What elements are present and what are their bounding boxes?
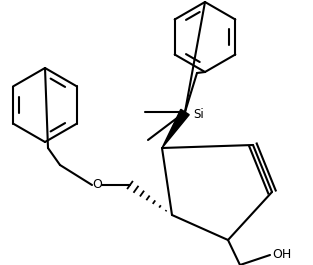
Polygon shape: [162, 109, 189, 148]
Text: OH: OH: [272, 249, 291, 262]
Text: Si: Si: [193, 108, 204, 121]
Text: O: O: [92, 179, 102, 192]
